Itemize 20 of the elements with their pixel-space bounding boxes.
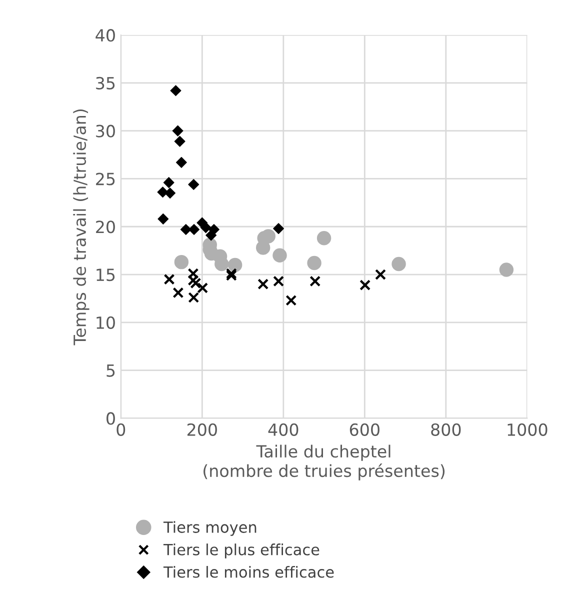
x-tick-label: 0 [116, 423, 126, 436]
x-tick-label: 200 [187, 423, 217, 436]
legend-label: Tiers moyen [163, 521, 256, 536]
y-tick-label: 35 [96, 76, 115, 90]
x-tick-label: 1000 [508, 423, 548, 436]
y-axis-title: Temps de travail (h/truie/an) [73, 109, 90, 346]
y-tick-label: 40 [96, 29, 115, 42]
x-tick-label: 600 [350, 423, 380, 436]
y-tick-label: 20 [96, 220, 115, 234]
legend-label: Tiers le moins efficace [163, 566, 334, 578]
legend-label: Tiers le plus efficace [163, 544, 320, 558]
y-tick-label: 5 [106, 364, 115, 377]
x-tick-label: 800 [431, 423, 461, 436]
x-axis-title: Taille du cheptel (nombre de truies présentes) [204, 444, 445, 480]
y-tick-label: 10 [96, 316, 115, 329]
y-tick-label: 15 [96, 268, 115, 282]
y-tick-label: 25 [96, 172, 115, 186]
x-tick-label: 400 [268, 423, 298, 436]
y-tick-label: 30 [96, 124, 115, 138]
y-tick-label: 0 [106, 412, 115, 425]
